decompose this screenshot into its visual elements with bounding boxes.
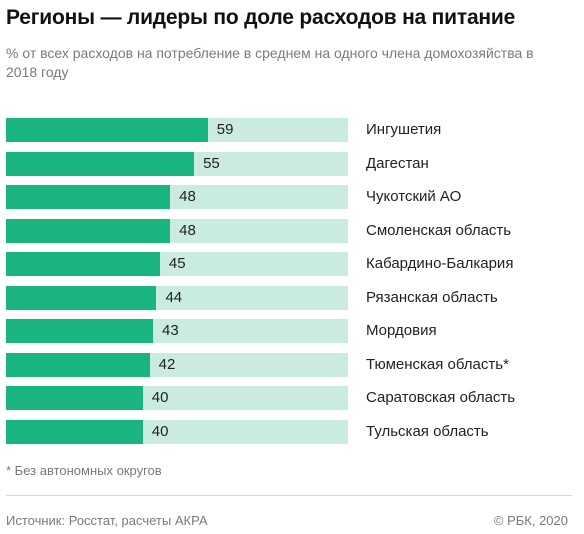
bar-value-label: 59 bbox=[216, 121, 234, 138]
bar bbox=[6, 185, 171, 209]
bar-value-label: 48 bbox=[179, 188, 196, 205]
bar bbox=[6, 252, 160, 276]
bar-value-label: 44 bbox=[165, 288, 183, 306]
bar-row: 48 Чукотский АО bbox=[0, 185, 584, 209]
bar-row: 42 Тюменская область* bbox=[0, 352, 584, 377]
bar-track bbox=[6, 218, 348, 243]
category-label: Саратовская область bbox=[366, 389, 516, 406]
category-label: Кабардино-Балкария bbox=[366, 255, 514, 272]
bar-value-label: 55 bbox=[203, 154, 220, 172]
category-label: Мордовия bbox=[366, 322, 437, 339]
bar bbox=[6, 151, 195, 176]
bar-track bbox=[6, 185, 348, 209]
bar-value-label: 48 bbox=[179, 221, 196, 239]
bar-row: 59 Ингушетия bbox=[0, 118, 584, 142]
bar bbox=[6, 218, 171, 243]
bar-track bbox=[6, 386, 348, 410]
bar-track bbox=[6, 319, 348, 343]
bar-value-label: 40 bbox=[151, 389, 169, 406]
bar-row: 55 Дагестан bbox=[0, 151, 584, 176]
category-label: Дагестан bbox=[366, 154, 429, 172]
bar-value-label: 42 bbox=[158, 355, 176, 373]
category-label: Тульская область bbox=[366, 422, 489, 440]
bar-track bbox=[6, 118, 348, 142]
chart-title: Регионы — лидеры по доле расходов на пит… bbox=[6, 6, 516, 29]
category-label: Смоленская область bbox=[366, 221, 512, 239]
bar-value-label: 45 bbox=[168, 255, 186, 272]
category-label: Чукотский АО bbox=[366, 188, 462, 205]
copyright: © РБК, 2020 bbox=[493, 513, 568, 528]
bar-row: 48 Смоленская область bbox=[0, 218, 584, 243]
category-label: Рязанская область bbox=[366, 288, 498, 306]
bar-value-label: 43 bbox=[162, 322, 179, 339]
footer-divider bbox=[6, 495, 572, 496]
category-label: Тюменская область* bbox=[366, 355, 509, 373]
bar-row: 44 Рязанская область bbox=[0, 285, 584, 310]
bar-track bbox=[6, 151, 348, 176]
bar-track bbox=[6, 285, 348, 310]
bar bbox=[6, 352, 150, 377]
bar-row: 40 Тульская область bbox=[0, 419, 584, 444]
source-note: Источник: Росстат, расчеты АКРА bbox=[6, 513, 208, 528]
bar bbox=[6, 285, 157, 310]
bar-track bbox=[6, 419, 348, 444]
bar bbox=[6, 419, 143, 444]
bar-row: 43 Мордовия bbox=[0, 319, 584, 343]
category-label: Ингушетия bbox=[366, 121, 442, 138]
bar-track bbox=[6, 352, 348, 377]
chart-subtitle: % от всех расходов на потребление в сред… bbox=[6, 45, 534, 80]
bar bbox=[6, 319, 154, 343]
bar-row: 40 Саратовская область bbox=[0, 386, 584, 410]
bar-value-label: 40 bbox=[151, 422, 169, 440]
bar bbox=[6, 386, 143, 410]
bar-track bbox=[6, 252, 348, 276]
bar-chart: 59 Ингушетия 55 Дагестан 48 Чукотский АО 48 Смо… bbox=[0, 118, 584, 458]
bar bbox=[6, 118, 208, 142]
bar-row: 45 Кабардино-Балкария bbox=[0, 252, 584, 276]
footnote: * Без автономных округов bbox=[6, 463, 162, 478]
